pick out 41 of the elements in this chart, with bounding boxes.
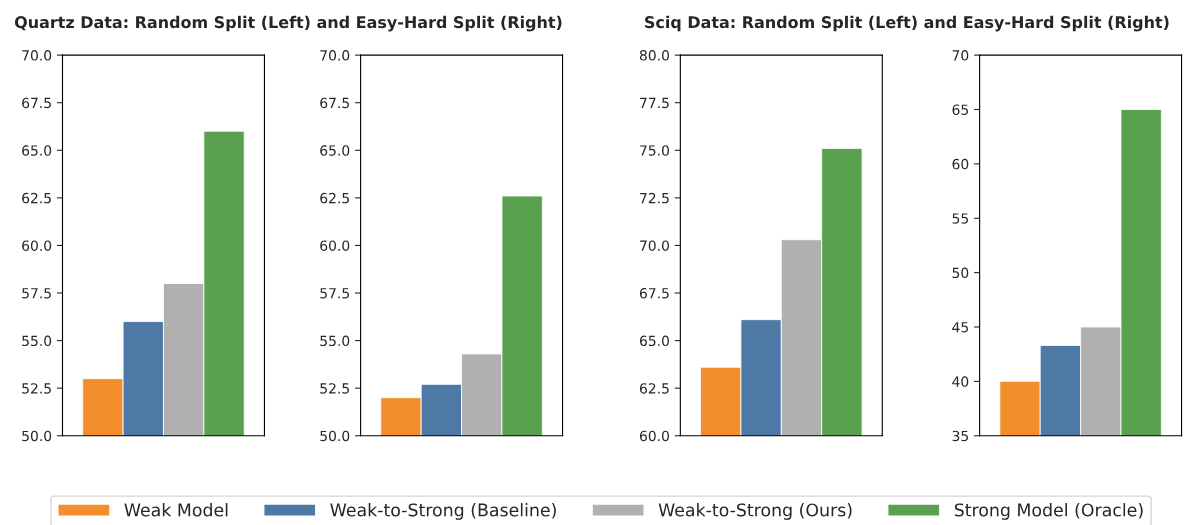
y-tick-label: 70 (952, 50, 969, 61)
y-tick-label: 75.0 (640, 145, 669, 156)
y-tick-label: 55.0 (320, 335, 350, 347)
y-tick-label: 62.5 (639, 383, 669, 394)
y-tick-label: 50 (952, 267, 969, 279)
y-tick-label: 65.0 (320, 145, 350, 156)
y-tick-label: 62.5 (320, 192, 349, 204)
chart-title: Sciq Data: Random Split (Left) and Easy-Hard Split (Right) (645, 15, 1169, 32)
y-tick-label: 52.5 (320, 383, 349, 394)
y-tick-label: 70.0 (22, 50, 52, 61)
y-tick-label: 55 (952, 213, 968, 224)
y-tick-label: 60.0 (22, 240, 52, 251)
y-tick-label: 60.0 (639, 430, 669, 442)
y-tick-label: 70.0 (320, 50, 350, 61)
y-tick-label: 50.0 (22, 430, 52, 442)
legend-label: Strong Model (Oracle) (954, 503, 1143, 520)
y-tick-label: 57.5 (22, 288, 51, 299)
y-tick-label: 55.0 (22, 335, 52, 347)
y-tick-label: 65.0 (22, 145, 52, 156)
y-tick-label: 65.0 (639, 335, 669, 347)
y-tick-label: 77.5 (640, 97, 669, 109)
y-tick-label: 45 (952, 322, 968, 333)
y-tick-label: 65 (952, 104, 968, 115)
legend-label: Weak Model (124, 503, 228, 517)
y-tick-label: 72.5 (640, 192, 669, 204)
y-tick-label: 40 (952, 376, 969, 387)
y-tick-label: 67.5 (22, 97, 51, 109)
y-tick-label: 62.5 (22, 192, 51, 204)
legend-label: Weak-to-Strong (Baseline) (330, 503, 556, 520)
y-tick-label: 67.5 (320, 97, 349, 109)
y-tick-label: 80.0 (639, 50, 669, 61)
legend-label: Weak-to-Strong (Ours) (658, 503, 852, 520)
y-tick-label: 60.0 (320, 240, 350, 251)
y-tick-label: 52.5 (22, 383, 51, 394)
y-tick-label: 70.0 (640, 240, 669, 251)
y-tick-label: 35 (952, 430, 968, 442)
y-tick-label: 67.5 (639, 287, 669, 299)
y-tick-label: 57.5 (320, 288, 349, 299)
y-tick-label: 50.0 (320, 430, 350, 442)
chart-title: Quartz Data: Random Split (Left) and Easy-Hard Split (Right) (14, 15, 562, 32)
y-tick-label: 60 (952, 158, 969, 170)
